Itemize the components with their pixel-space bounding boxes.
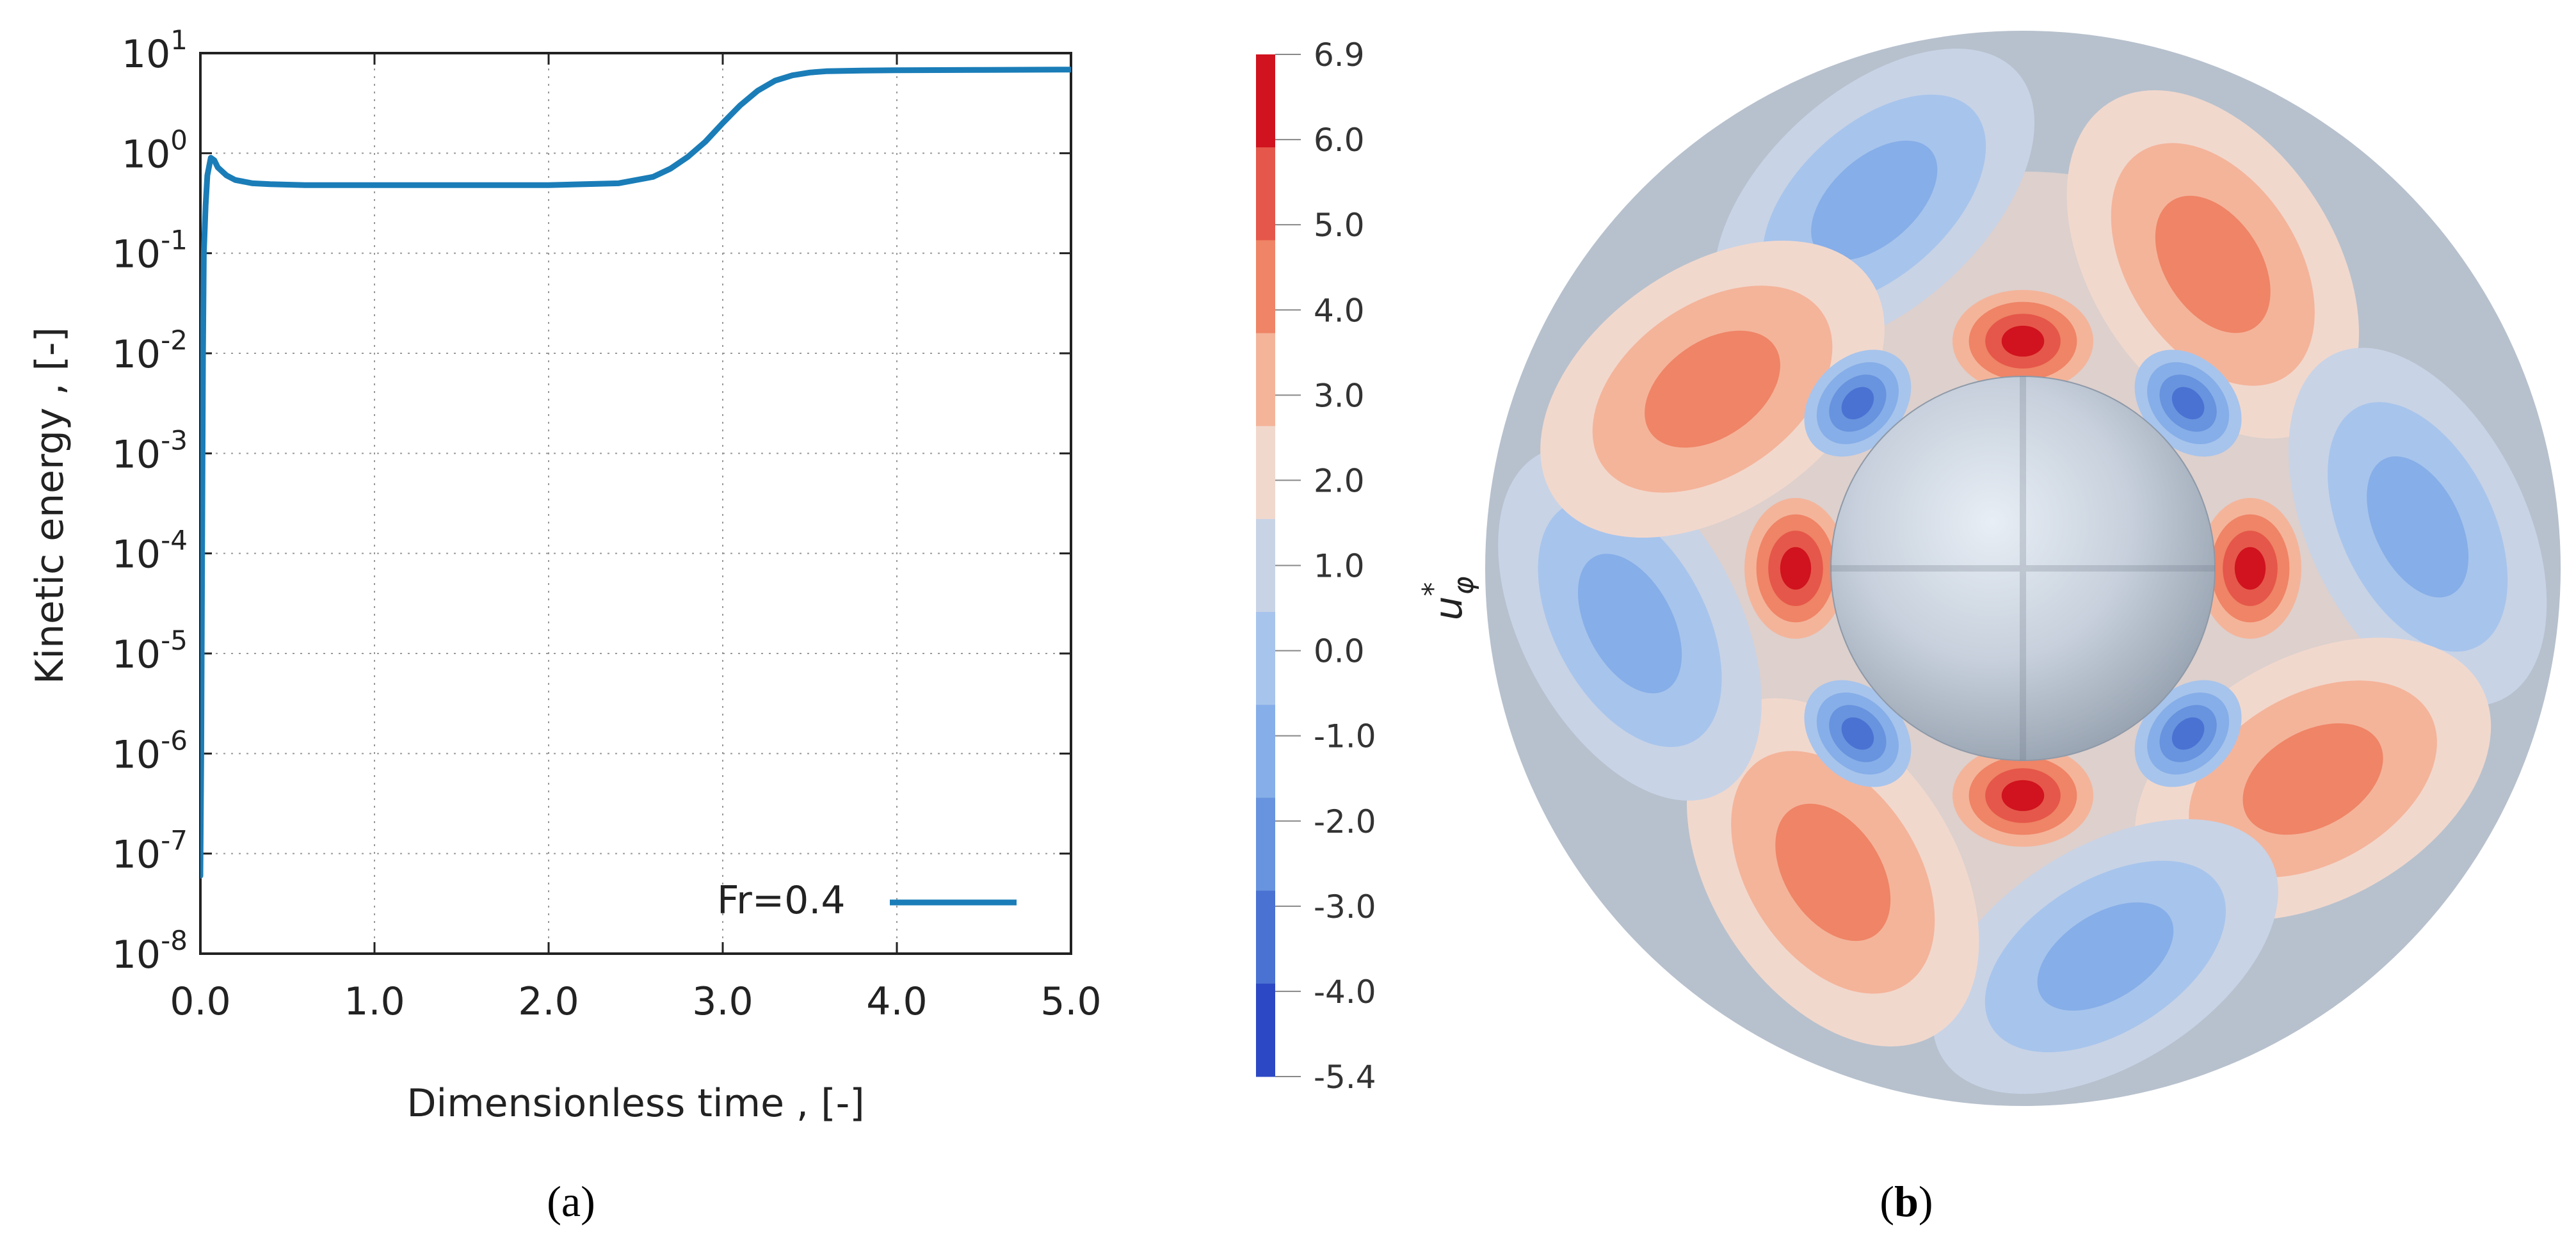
contour-level: [1577, 554, 1682, 694]
contour-disc: [1485, 31, 2561, 1106]
x-tick-label: 4.0: [866, 979, 927, 1024]
y-ticks: 10-8 10-7 10-6 10-5 10-4 10-3 10-2 10-1 100 101: [112, 24, 1071, 977]
kinetic-energy-chart: 0.0 1.0 2.0 3.0 4.0 5.0 10-810-710-610-510-41…: [28, 24, 1102, 1226]
velocity-contour-panel: 6.9 6.0 5.0 4.0 3.0 2.0 1.0 0.0 -1.0 -2.0 -3.0 -4.0…: [1256, 31, 2561, 1226]
inner-lobe-positive: [1952, 290, 2093, 392]
x-ticks: 0.0 1.0 2.0 3.0 4.0 5.0: [170, 53, 1102, 1024]
contour-level: [1780, 547, 1812, 590]
inner-lobe-negative: [1804, 680, 1912, 787]
contour-level: [2037, 902, 2174, 1011]
inner-lobe-negative: [1804, 349, 1912, 457]
colorbar-tick-label: 0.0: [1314, 633, 1365, 670]
contour-level: [1811, 140, 1938, 260]
series-line-fr-0.4: [200, 67, 1071, 879]
plot-frame: [199, 52, 1072, 955]
inner-lobe-positive: [1952, 744, 2093, 847]
colorbar-band: [1256, 890, 1275, 984]
colorbar-band: [1256, 983, 1275, 1077]
colorbar-tick-label: 5.0: [1314, 207, 1365, 244]
colorbar-band: [1256, 705, 1275, 798]
inner-lobe-negative: [2134, 349, 2242, 457]
colorbar-label: u*φ: [1417, 576, 1480, 620]
colorbar-tick-label: -1.0: [1314, 718, 1376, 755]
contour-level: [2242, 723, 2383, 835]
colorbar-band: [1256, 333, 1275, 427]
colorbar-tick-label: -5.4: [1314, 1059, 1376, 1096]
legend-label: Fr=0.4: [717, 878, 846, 923]
gridlines: [200, 53, 1071, 954]
colorbar-band: [1256, 240, 1275, 334]
contour-level: [1841, 387, 1874, 420]
inner-lobes: [1744, 290, 2301, 847]
outer-lobe-positive: [2066, 90, 2359, 439]
y-tick-label: 10-8: [112, 925, 188, 977]
y-tick-label: 10-4: [112, 525, 188, 577]
contour-level: [1645, 330, 1780, 448]
y-tick-label: 10-5: [112, 625, 188, 677]
colorbar-band: [1256, 518, 1275, 613]
colorbar-tick-label: 1.0: [1314, 548, 1365, 585]
x-tick-label: 0.0: [170, 979, 230, 1024]
contour-level: [1775, 803, 1891, 942]
colorbar: 6.9 6.0 5.0 4.0 3.0 2.0 1.0 0.0 -1.0 -2.0 -3.0 -4.0…: [1256, 36, 1376, 1096]
y-tick-label: 10-3: [112, 424, 188, 477]
contour-level: [2171, 387, 2205, 420]
sphere-shading: [1831, 376, 2215, 760]
colorbar-band: [1256, 147, 1275, 241]
colorbar-tick-label: 6.0: [1314, 122, 1365, 159]
y-tick-label: 10-1: [112, 225, 188, 277]
colorbar-tick-label: -4.0: [1314, 974, 1376, 1011]
sphere: [1830, 376, 2216, 761]
colorbar-band: [1256, 54, 1275, 148]
y-tick-label: 100: [122, 124, 188, 177]
panel-a-label: (a): [547, 1177, 595, 1226]
outer-lobe-negative: [1498, 446, 1762, 801]
colorbar-tick-label: 2.0: [1314, 462, 1365, 499]
colorbar-tick-label: -2.0: [1314, 803, 1376, 840]
colorbar-band: [1256, 426, 1275, 520]
contour-level: [2171, 717, 2205, 750]
y-tick-label: 10-6: [112, 725, 188, 777]
contour-level: [2367, 456, 2469, 598]
x-tick-label: 5.0: [1040, 979, 1101, 1024]
x-axis-label: Dimensionless time , [-]: [407, 1081, 864, 1126]
x-tick-label: 3.0: [692, 979, 753, 1024]
contour-level: [1841, 717, 1874, 750]
contour-level: [2001, 325, 2045, 357]
y-axis-label: Kinetic energy , [-]: [28, 327, 72, 684]
colorbar-tick-label: 6.9: [1314, 36, 1365, 74]
x-tick-label: 1.0: [344, 979, 405, 1024]
y-tick-label: 10-7: [112, 825, 188, 877]
y-tick-label: 101: [122, 24, 188, 77]
colorbar-tick-label: -3.0: [1314, 888, 1376, 925]
outer-lobe-negative: [2289, 348, 2547, 706]
colorbar-tick-label: 4.0: [1314, 292, 1365, 329]
contour-level: [2155, 195, 2271, 333]
x-tick-label: 2.0: [518, 979, 579, 1024]
y-tick-label: 10-2: [112, 325, 188, 377]
outer-lobe-positive: [1687, 698, 1979, 1046]
panel-b-label: (b): [1880, 1177, 1933, 1226]
outer-lobe-positive: [1540, 240, 1885, 538]
colorbar-tick-label: 3.0: [1314, 377, 1365, 414]
colorbar-band: [1256, 797, 1275, 892]
inner-lobe-positive: [1744, 498, 1847, 639]
inner-lobe-positive: [2199, 498, 2301, 639]
inner-lobe-negative: [2134, 680, 2242, 787]
outer-lobe-negative: [1933, 819, 2278, 1094]
contour-level: [2001, 780, 2045, 812]
colorbar-band: [1256, 612, 1275, 705]
contour-level: [2234, 547, 2266, 590]
